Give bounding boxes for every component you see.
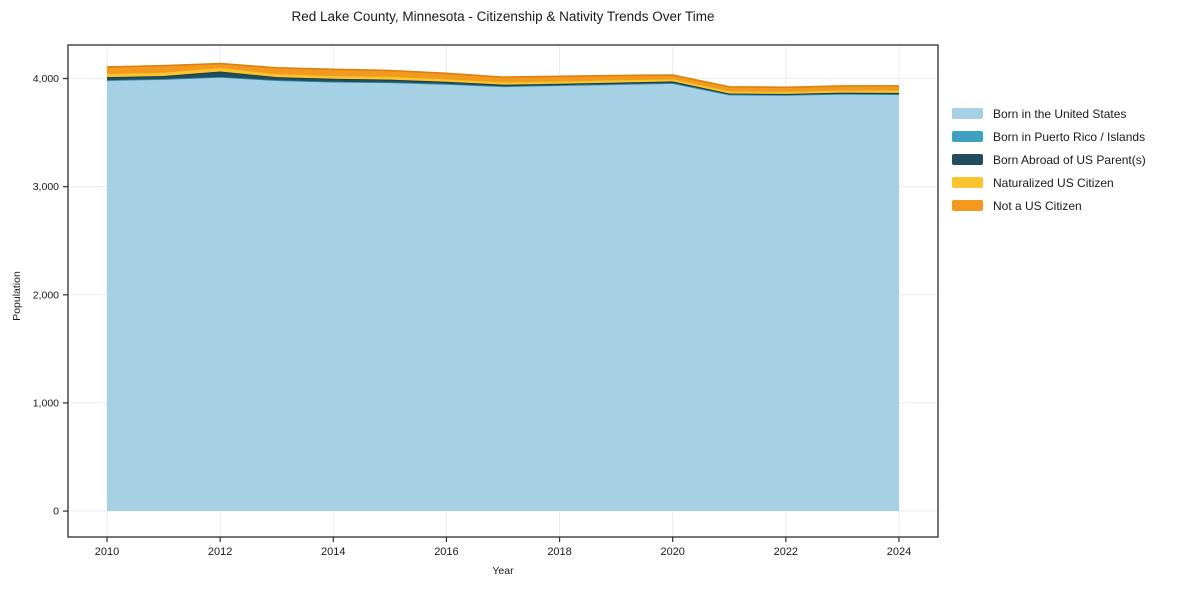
legend-swatch-not-a-us-citizen bbox=[952, 200, 983, 211]
legend-swatch-naturalized-us-citizen bbox=[952, 177, 983, 188]
area-naturalized-us-citizen bbox=[107, 67, 899, 94]
x-tick-label-2010: 2010 bbox=[95, 546, 119, 558]
legend-item-naturalized-us-citizen: Naturalized US Citizen bbox=[952, 171, 1146, 194]
y-tick-label-3000: 3,000 bbox=[33, 181, 59, 193]
legend-item-born-in-puerto-rico-islands: Born in Puerto Rico / Islands bbox=[952, 125, 1146, 148]
legend-swatch-born-abroad-of-us-parent-s bbox=[952, 154, 983, 165]
x-tick-label-2016: 2016 bbox=[434, 546, 458, 558]
legend-label-born-abroad-of-us-parent-s: Born Abroad of US Parent(s) bbox=[993, 152, 1146, 167]
chart-title: Red Lake County, Minnesota - Citizenship… bbox=[291, 9, 715, 24]
x-axis-title: Year bbox=[492, 565, 514, 577]
y-tick-label-1000: 1,000 bbox=[33, 397, 59, 409]
x-tick-label-2018: 2018 bbox=[547, 546, 571, 558]
x-tick-label-2012: 2012 bbox=[208, 546, 232, 558]
y-tick-label-4000: 4,000 bbox=[33, 73, 59, 85]
legend-item-born-in-the-united-states: Born in the United States bbox=[952, 102, 1146, 125]
x-tick-label-2022: 2022 bbox=[774, 546, 798, 558]
line-not-a-us-citizen bbox=[107, 62, 899, 89]
x-tick-label-2014: 2014 bbox=[321, 546, 345, 558]
legend-item-not-a-us-citizen: Not a US Citizen bbox=[952, 194, 1146, 217]
y-tick-label-2000: 2,000 bbox=[33, 289, 59, 301]
legend-label-naturalized-us-citizen: Naturalized US Citizen bbox=[993, 175, 1114, 190]
y-tick-label-0: 0 bbox=[53, 506, 59, 518]
x-tick-label-2020: 2020 bbox=[660, 546, 684, 558]
legend: Born in the United States Born in Puerto … bbox=[952, 102, 1146, 217]
legend-label-not-a-us-citizen: Not a US Citizen bbox=[993, 198, 1082, 213]
x-tick-label-2024: 2024 bbox=[887, 546, 911, 558]
legend-item-born-abroad-of-us-parent-s: Born Abroad of US Parent(s) bbox=[952, 148, 1146, 171]
legend-label-born-in-the-united-states: Born in the United States bbox=[993, 106, 1127, 121]
area-born-in-the-united-states bbox=[107, 76, 899, 512]
plot-border bbox=[67, 44, 939, 538]
legend-swatch-born-in-the-united-states bbox=[952, 108, 983, 119]
legend-label-born-in-puerto-rico-islands: Born in Puerto Rico / Islands bbox=[993, 129, 1146, 144]
legend-swatch-born-in-puerto-rico-islands bbox=[952, 131, 983, 142]
